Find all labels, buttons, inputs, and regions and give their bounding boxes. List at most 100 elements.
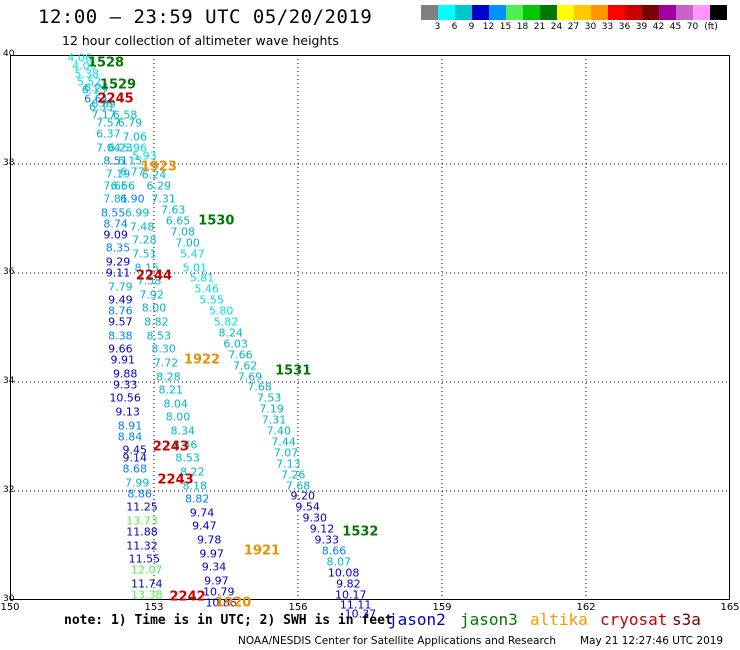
wave-height-value: 9.97 bbox=[204, 574, 229, 588]
legend-swatch bbox=[574, 5, 591, 20]
wave-height-value: 6.56 bbox=[110, 179, 136, 193]
wave-height-value: 6.29 bbox=[146, 179, 172, 193]
wave-height-value: 8.68 bbox=[122, 462, 148, 476]
wave-height-value: 5.81 bbox=[189, 271, 215, 285]
pass-time-label: 1532 bbox=[342, 524, 379, 540]
wave-height-value: 6.24 bbox=[84, 81, 109, 95]
wave-height-value: 5.46 bbox=[194, 282, 220, 296]
legend-swatch bbox=[642, 5, 659, 20]
wave-height-value: 7.40 bbox=[266, 424, 292, 438]
pass-time-label: 2243 bbox=[152, 439, 189, 455]
wave-height-value: 9.57 bbox=[108, 315, 133, 329]
legend-label: 18 bbox=[516, 22, 529, 32]
color-legend bbox=[421, 5, 727, 20]
pass-time-label: 2243 bbox=[157, 472, 194, 488]
wave-height-value: 7.99 bbox=[124, 476, 150, 490]
wave-height-value: 8.53 bbox=[146, 329, 172, 343]
wave-height-value: 8.82 bbox=[184, 492, 210, 506]
legend-label: 45 bbox=[669, 22, 682, 32]
legend-label: 42 bbox=[652, 22, 665, 32]
wave-height-value: 9.34 bbox=[201, 560, 227, 574]
legend-swatch bbox=[523, 5, 540, 20]
satellite-jason2: jason2 bbox=[388, 610, 446, 629]
footer-credit: NOAA/NESDIS Center for Satellite Applica… bbox=[238, 635, 556, 647]
wave-height-value: 8.82 bbox=[144, 315, 169, 329]
legend-label: 3 bbox=[434, 22, 441, 32]
wave-height-value: 8.21 bbox=[158, 383, 184, 397]
pass-time-label: 2244 bbox=[135, 268, 173, 284]
wave-height-value: 7.13 bbox=[276, 457, 301, 471]
wave-height-value: 9.30 bbox=[302, 511, 328, 525]
wave-height-value: 7.68 bbox=[247, 380, 272, 394]
wave-height-value: 7.63 bbox=[160, 203, 186, 217]
legend-label: 36 bbox=[618, 22, 631, 32]
legend-swatch bbox=[625, 5, 642, 20]
wave-height-value: 7.68 bbox=[285, 479, 311, 493]
wave-height-value: 13.73 bbox=[126, 514, 158, 528]
wave-height-value: 7.31 bbox=[261, 413, 287, 427]
legend-labels: 3 6 9 12 15 18 21 24 27 30 33 36 39 42 45 70 (ft) bbox=[421, 22, 731, 34]
wave-height-value: 10.08 bbox=[327, 566, 360, 580]
legend-swatch bbox=[438, 5, 455, 20]
map-subtitle: 12 hour collection of altimeter wave hei… bbox=[62, 33, 339, 48]
wave-height-value: 11.11 bbox=[339, 598, 372, 612]
wave-height-map bbox=[10, 55, 730, 600]
wave-height-value: 10.37 bbox=[344, 607, 377, 621]
legend-label: 6 bbox=[451, 22, 458, 32]
wave-height-value: 6.99 bbox=[124, 206, 150, 220]
wave-height-value: 6.13 bbox=[81, 83, 107, 97]
legend-swatch bbox=[421, 5, 438, 20]
wave-height-value: 7.04 bbox=[96, 141, 121, 155]
wave-height-value: 8.91 bbox=[117, 419, 143, 433]
wave-height-value: 9.12 bbox=[309, 522, 335, 536]
wave-height-value: 8.15 bbox=[134, 261, 160, 275]
wave-height-value: 4.06 bbox=[67, 51, 92, 65]
legend-label: 70 bbox=[686, 22, 699, 32]
wave-height-value: 5.52 bbox=[76, 75, 102, 89]
pass-time-label: 2245 bbox=[97, 91, 134, 107]
legend-swatch bbox=[591, 5, 608, 20]
wave-height-value: 9.78 bbox=[196, 533, 222, 547]
legend-swatch bbox=[489, 5, 506, 20]
wave-height-value: 7.79 bbox=[108, 280, 133, 294]
wave-height-value: 7.62 bbox=[232, 359, 258, 373]
wave-height-value: 6.23 bbox=[108, 141, 133, 155]
legend-label: 15 bbox=[499, 22, 512, 32]
wave-height-value: 9.29 bbox=[105, 255, 131, 269]
pass-time-label: 1531 bbox=[275, 363, 312, 379]
latitude-tick-label: 38 bbox=[3, 158, 15, 168]
wave-height-value: 7.57 bbox=[96, 116, 121, 130]
wave-height-value: 11.74 bbox=[131, 577, 163, 591]
longitude-tick-label: 159 bbox=[432, 602, 452, 613]
wave-height-value: 7.48 bbox=[129, 220, 155, 234]
wave-height-value: 5.93 bbox=[132, 149, 157, 163]
wave-height-value: 5.80 bbox=[208, 304, 234, 318]
wave-height-value: 11.88 bbox=[126, 525, 158, 539]
wave-height-value: 8.00 bbox=[141, 301, 167, 315]
wave-height-value: 6.89 bbox=[91, 97, 116, 111]
wave-height-value: 10.79 bbox=[203, 585, 235, 599]
pass-time-label: 1923 bbox=[140, 159, 177, 175]
wave-height-value: 8.04 bbox=[163, 397, 188, 411]
wave-height-value: 8.55 bbox=[100, 206, 126, 220]
wave-height-value: 9.45 bbox=[122, 443, 148, 457]
wave-height-value: 7.66 bbox=[103, 179, 128, 193]
satellite-cryosat: cryosat bbox=[600, 610, 668, 629]
wave-height-value: 7.06 bbox=[122, 130, 148, 144]
wave-height-value: 7.31 bbox=[151, 192, 176, 206]
wave-height-value: 6.33 bbox=[88, 100, 114, 114]
latitude-tick-label: 40 bbox=[3, 49, 15, 59]
pass-time-label: 1921 bbox=[243, 543, 281, 559]
legend-swatch bbox=[472, 5, 489, 20]
pass-time-label: 1922 bbox=[183, 352, 221, 368]
wave-height-value: 8.07 bbox=[326, 555, 352, 569]
wave-height-value: 5.38 bbox=[74, 67, 100, 81]
legend-swatch bbox=[455, 5, 472, 20]
wave-height-value: 8.38 bbox=[108, 329, 133, 343]
legend-label: 33 bbox=[601, 22, 614, 32]
wave-height-value: 7.28 bbox=[132, 233, 157, 247]
longitude-tick-label: 165 bbox=[720, 602, 740, 613]
wave-height-value: 8.53 bbox=[175, 451, 200, 465]
wave-height-value: 9.88 bbox=[112, 367, 138, 381]
wave-height-value: 5.96 bbox=[122, 141, 148, 155]
